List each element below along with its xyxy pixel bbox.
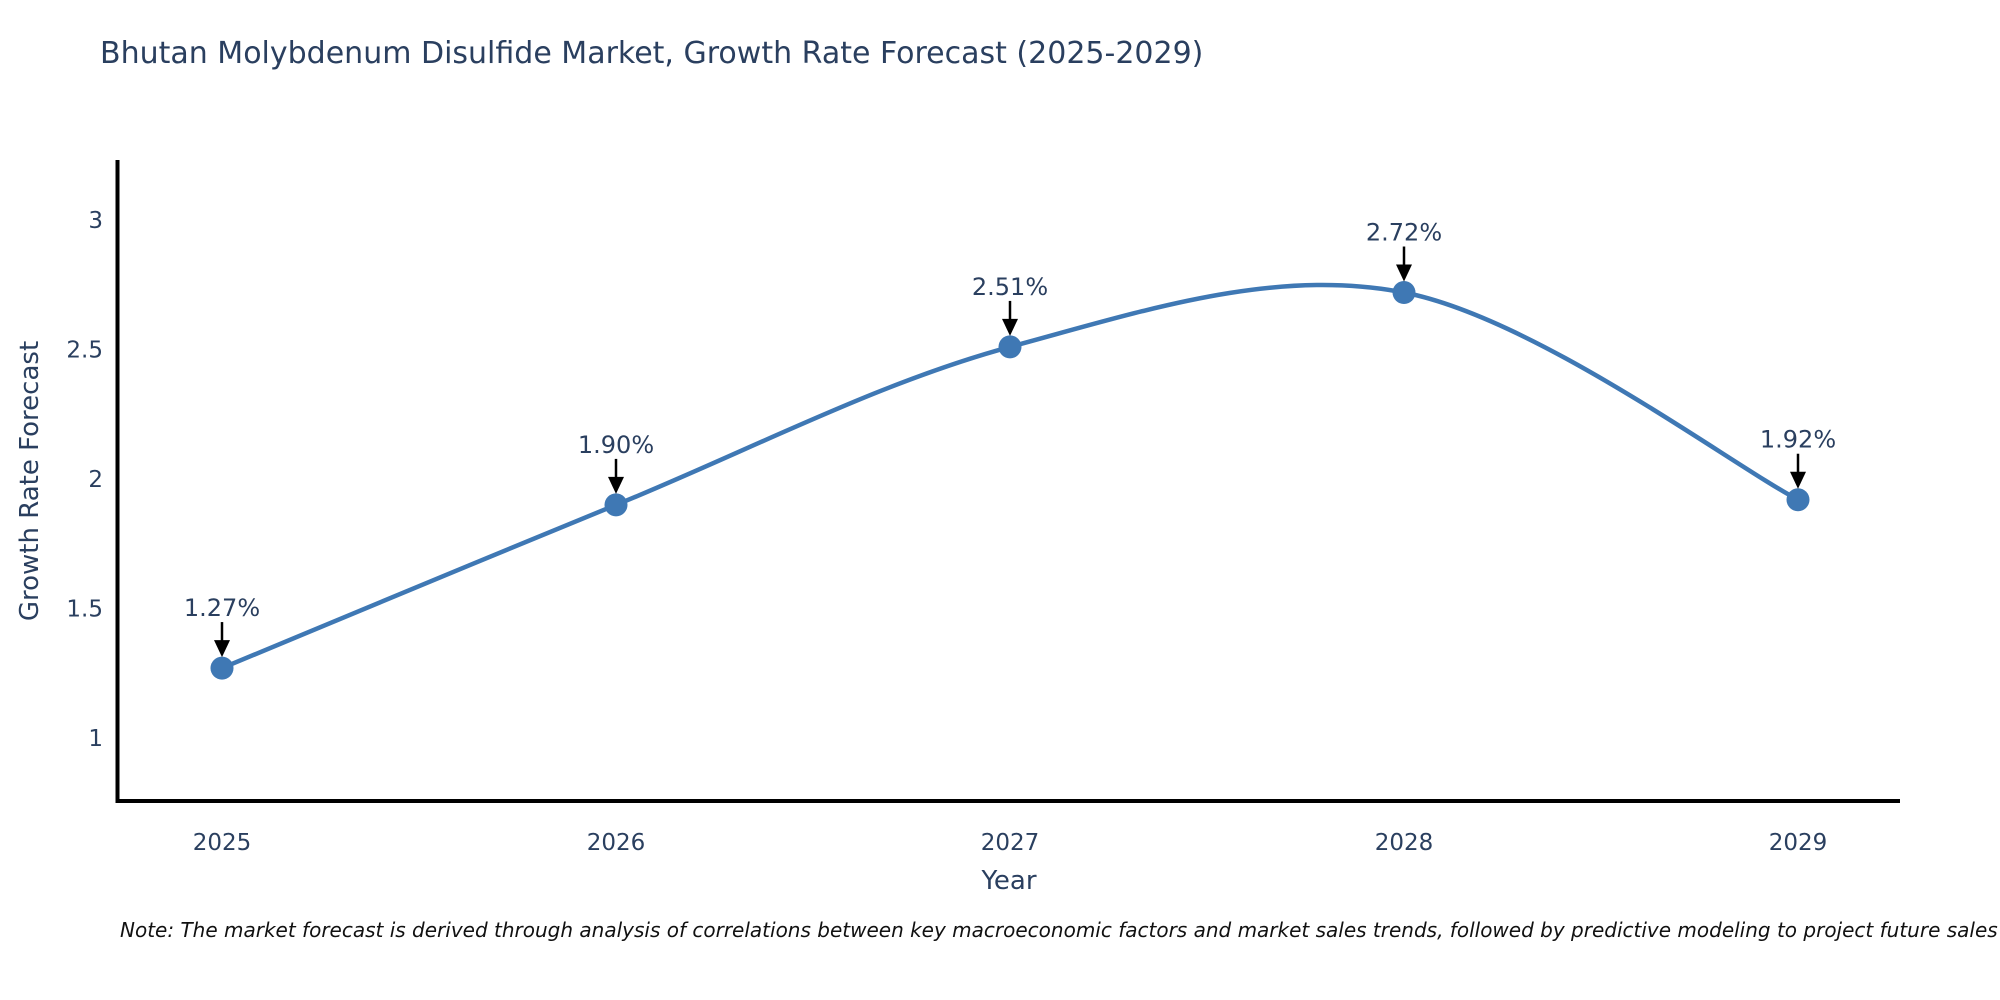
data-point-marker[interactable] [1786,488,1810,512]
data-point-marker[interactable] [1392,281,1416,305]
annotation-arrowhead-icon [1002,318,1018,336]
chart-title: Bhutan Molybdenum Disulfide Market, Grow… [100,36,1204,71]
annotation-arrowhead-icon [214,640,230,658]
x-tick-label: 2029 [1769,830,1828,856]
y-tick-label: 2.5 [66,338,103,364]
data-point-marker[interactable] [604,493,628,517]
x-tick-label: 2027 [981,830,1040,856]
x-tick-label: 2028 [1375,830,1434,856]
y-tick-label: 3 [88,208,103,234]
annotation-arrowhead-icon [1396,264,1412,282]
annotation-label: 1.90% [578,431,654,459]
y-tick-label: 1.5 [66,597,103,623]
data-point-marker[interactable] [998,335,1022,359]
x-axis-title: Year [981,866,1037,896]
annotation-arrowhead-icon [1790,471,1806,489]
y-tick-label: 2 [88,467,103,493]
y-tick-label: 1 [88,726,103,752]
footnote: Note: The market forecast is derived thr… [120,918,1998,942]
data-point-marker[interactable] [210,656,234,680]
annotation-label: 2.72% [1366,219,1442,247]
axis-lines [115,160,1900,803]
annotation-label: 1.27% [184,594,260,622]
annotation-label: 1.92% [1760,426,1836,454]
annotation-arrowhead-icon [608,476,624,494]
annotation-label: 2.51% [972,273,1048,301]
x-tick-label: 2025 [193,830,252,856]
x-tick-label: 2026 [587,830,646,856]
